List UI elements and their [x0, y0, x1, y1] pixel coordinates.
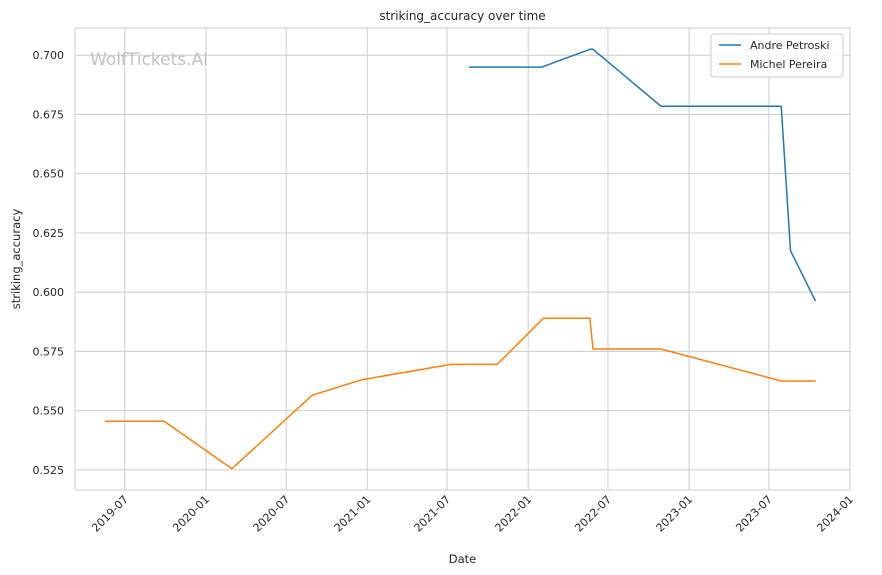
y-tick-label: 0.700: [33, 49, 65, 62]
y-axis-ticks: 0.525 0.550 0.575 0.600 0.625 0.650 0.675 0.700: [33, 49, 65, 477]
grid-lines: [75, 28, 851, 490]
y-tick-label: 0.575: [33, 345, 65, 358]
watermark-text: WolfTickets.AI: [90, 50, 208, 70]
y-tick-label: 0.525: [33, 464, 65, 477]
y-tick-label: 0.650: [33, 168, 65, 181]
series-layer: [104, 48, 816, 470]
legend: Andre Petroski Michel Pereira: [710, 33, 844, 78]
y-tick-label: 0.600: [33, 286, 65, 299]
y-tick-label: 0.675: [33, 108, 65, 121]
series-line-1: [104, 317, 816, 470]
legend-label-0: Andre Petroski: [750, 39, 830, 52]
y-axis-label: striking_accuracy: [9, 209, 23, 310]
chart-title: striking_accuracy over time: [379, 9, 545, 23]
y-tick-label: 0.625: [33, 227, 65, 240]
plot-area: [74, 27, 851, 491]
x-axis-label: Date: [449, 552, 477, 566]
legend-label-1: Michel Pereira: [750, 58, 827, 71]
series-line-0: [468, 48, 816, 302]
y-tick-label: 0.550: [33, 405, 65, 418]
legend-box: [710, 33, 844, 78]
